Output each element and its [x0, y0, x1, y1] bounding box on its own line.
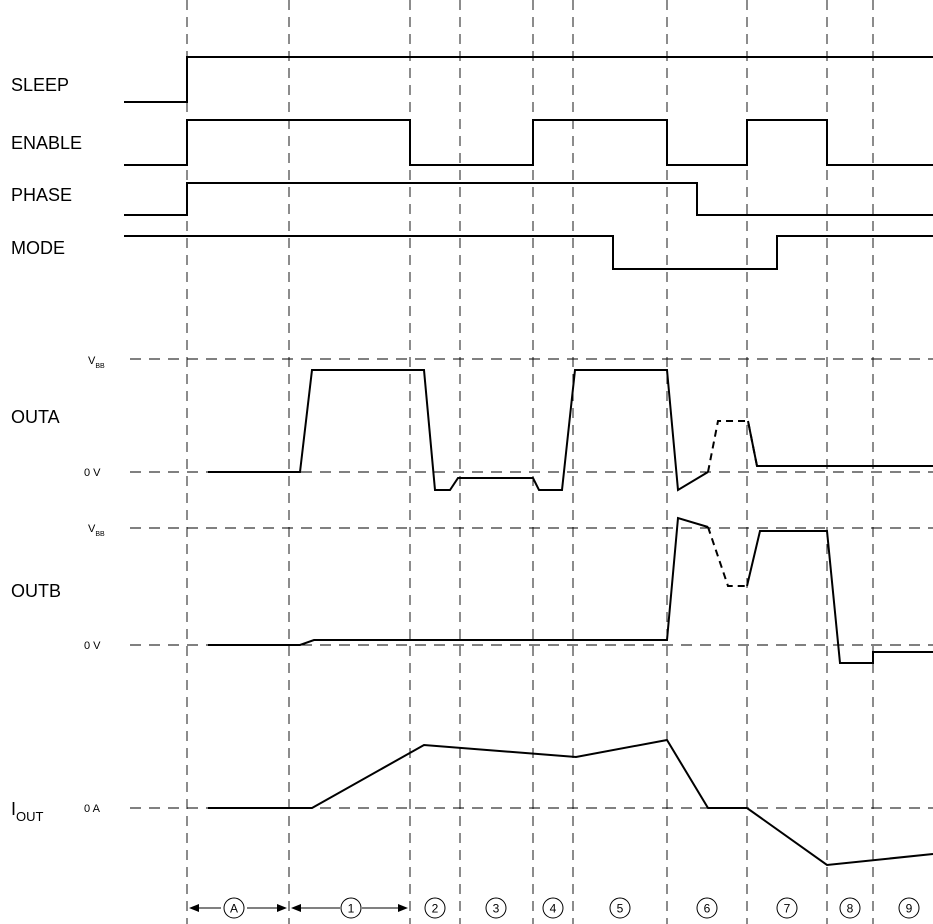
vbb-level-label-outa: VBB — [88, 355, 105, 370]
zero-v-level-label-outa: 0 V — [84, 467, 101, 479]
phase-label: PHASE — [11, 185, 72, 205]
marker-2: 2 — [432, 902, 439, 916]
marker-7-circle — [776, 897, 798, 919]
marker-7: 7 — [784, 902, 791, 916]
reference-levels — [130, 358, 933, 809]
marker-1: 1 — [348, 902, 355, 916]
iout-waveform — [208, 738, 933, 867]
mode-waveform — [124, 235, 933, 270]
outb-waveform — [208, 516, 709, 646]
outb-waveform-tail — [746, 530, 933, 664]
marker-3-circle — [485, 897, 507, 919]
marker-2-circle — [424, 897, 446, 919]
phase-waveform — [124, 182, 933, 216]
time-grid — [186, 0, 874, 924]
marker-5-circle — [609, 897, 631, 919]
vbb-level-label-outb: VBB — [88, 523, 105, 538]
marker-9: 9 — [906, 902, 913, 916]
interval-markers: A 1 2 3 4 5 6 7 8 9 — [189, 897, 920, 919]
sleep-label: SLEEP — [11, 75, 69, 95]
iout-label: IOUT — [11, 799, 44, 824]
marker-6-circle — [696, 897, 718, 919]
marker-4-circle — [542, 897, 564, 919]
outa-waveform-tail — [747, 420, 933, 467]
marker-8-circle — [839, 897, 861, 919]
zero-a-level-label: 0 A — [84, 803, 101, 815]
marker-a: A — [230, 902, 238, 916]
outb-dashed-segment — [707, 526, 747, 587]
outa-waveform — [208, 369, 709, 492]
mode-label: MODE — [11, 238, 65, 258]
outa-dashed-segment — [707, 420, 758, 473]
zero-v-level-label-outb: 0 V — [84, 640, 101, 652]
marker-3: 3 — [493, 902, 500, 916]
outa-label: OUTA — [11, 407, 60, 427]
enable-waveform — [124, 119, 933, 166]
marker-1-circle — [340, 897, 362, 919]
marker-6: 6 — [704, 902, 711, 916]
marker-5: 5 — [617, 902, 624, 916]
outb-label: OUTB — [11, 581, 61, 601]
enable-label: ENABLE — [11, 133, 82, 153]
marker-8: 8 — [847, 902, 854, 916]
marker-4: 4 — [550, 902, 557, 916]
marker-9-circle — [898, 897, 920, 919]
sleep-waveform — [124, 56, 933, 103]
marker-a-circle — [223, 897, 245, 919]
